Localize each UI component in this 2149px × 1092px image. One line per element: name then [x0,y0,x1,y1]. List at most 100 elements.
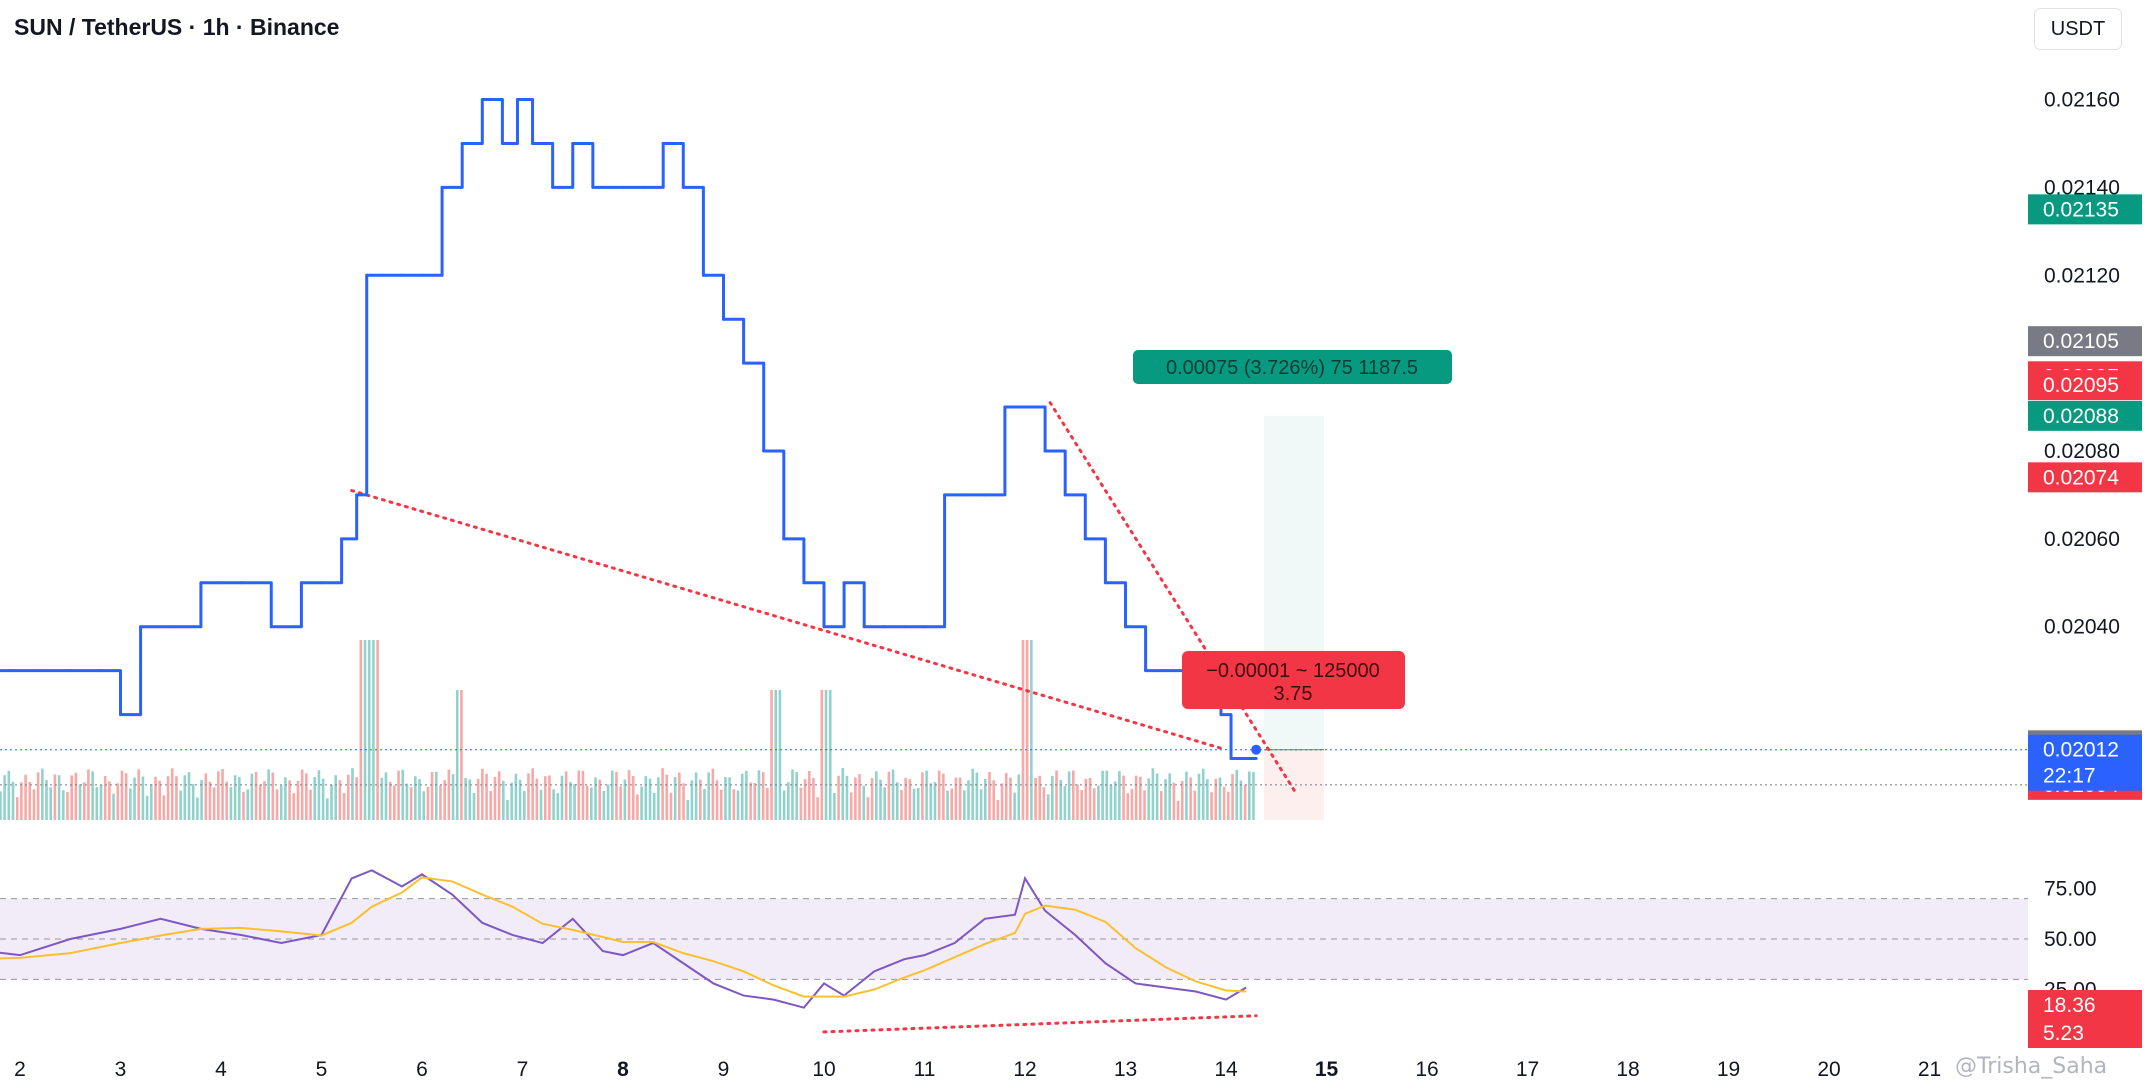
volume-bar [1239,780,1243,820]
bar-countdown-label: 22:17 [2043,765,2096,788]
volume-bar [439,785,442,820]
price-point [681,185,685,189]
volume-bar [451,774,455,820]
volume-bar [1042,787,1046,820]
volume-bar [422,791,426,820]
volume-bar [191,784,195,820]
volume-bar [204,773,208,820]
volume-bar [309,789,312,820]
volume-bar [489,791,493,820]
volume-bar [1214,778,1218,820]
volume-bar [401,769,405,820]
volume-bar [967,780,970,820]
time-tick-label: 3 [115,1058,127,1081]
volume-bar [1017,774,1021,820]
symbol-title[interactable]: SUN / TetherUS · 1h · Binance [14,14,340,40]
volume-bar [937,770,941,820]
volume-bar [1076,784,1079,820]
volume-bar [279,785,283,820]
volume-bar [761,772,765,820]
price-point [460,141,464,145]
price-badge-label: 0.02095 [2043,374,2119,397]
volume-bar [116,783,120,820]
volume-bar [912,788,916,820]
price-tick-label: 0.02160 [2044,89,2120,112]
volume-bar [405,783,409,820]
volume-bar [292,793,296,820]
price-point [1244,756,1248,760]
volume-bar [803,779,807,820]
volume-bar [497,771,501,820]
volume-bar [133,777,136,820]
volume-bar [1235,769,1239,820]
volume-bar [1210,792,1213,820]
volume-bar [1197,773,1201,820]
volume-bar [1126,793,1130,820]
time-tick-label: 10 [812,1058,835,1081]
volume-bar [212,787,216,820]
volume-bar [837,775,840,820]
volume-bar [707,772,710,820]
volume-bar [686,799,690,820]
volume-bar [988,772,991,820]
price-point [742,361,746,365]
price-badge-label: 0.02105 [2043,330,2119,353]
volume-bar [208,781,212,820]
volume-bar [753,782,757,820]
volume-bar [258,784,262,820]
volume-bar [129,788,132,820]
volume-bar [1046,794,1050,820]
volume-bar [175,776,178,820]
volume-bar [409,787,413,820]
volume-bar [183,775,187,820]
time-tick-label: 8 [617,1058,629,1081]
price-point [169,625,173,629]
volume-bar [1231,774,1234,820]
price-badge [2028,370,2142,401]
volume-bar [1176,800,1180,820]
volume-bar [543,776,547,820]
volume-bar [305,773,308,820]
time-tick-label: 12 [1013,1058,1036,1081]
volume-bar [1134,775,1138,820]
volume-bar [577,770,581,820]
volume-bar [698,779,702,820]
volume-bar [1252,771,1255,820]
price-point [611,185,615,189]
volume-bar [70,775,73,820]
price-point [1144,669,1148,673]
volume-bar [506,799,509,820]
volume-bar [149,784,153,820]
volume-bar [1067,771,1071,820]
volume-bar [78,784,82,820]
price-point [500,141,504,145]
volume-bar [652,792,656,820]
price-badge [2028,326,2142,357]
volume-bar [242,791,245,820]
volume-bar [1247,771,1251,820]
price-point [1124,625,1127,629]
last-price-marker [1251,744,1262,755]
volume-bar [770,690,773,820]
time-tick-label: 17 [1516,1058,1539,1081]
volume-bar [233,775,237,820]
volume-bar [548,775,551,820]
volume-bar [795,772,798,820]
volume-bar [518,779,522,820]
price-point [531,141,535,145]
volume-bar [3,775,6,820]
price-point [239,581,243,585]
volume-bar [627,770,631,820]
volume-bar [510,782,514,820]
currency-unit-button[interactable]: USDT [2034,8,2122,50]
volume-bar [1168,773,1171,820]
volume-bar [24,774,27,820]
price-point [1164,669,1168,673]
volume-bar [187,772,191,820]
volume-bar [535,778,539,820]
price-point [701,273,705,277]
volume-bar [879,779,882,820]
price-point [1083,537,1087,541]
volume-bar [363,640,367,820]
